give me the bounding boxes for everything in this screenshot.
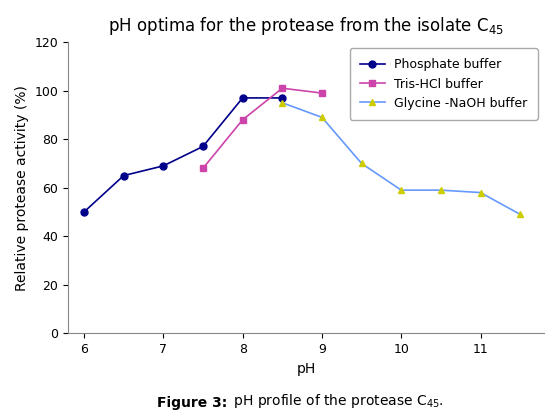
Glycine -NaOH buffer — [319, 115, 325, 120]
Glycine -NaOH buffer — [398, 188, 405, 193]
Phosphate buffer — [239, 95, 246, 100]
Phosphate buffer — [80, 210, 87, 215]
Glycine -NaOH buffer — [279, 100, 286, 105]
Line: Phosphate buffer: Phosphate buffer — [80, 94, 286, 215]
Legend: Phosphate buffer, Tris-HCl buffer, Glycine -NaOH buffer: Phosphate buffer, Tris-HCl buffer, Glyci… — [349, 48, 538, 120]
Phosphate buffer — [120, 173, 127, 178]
Text: Figure 3:: Figure 3: — [157, 396, 227, 410]
Glycine -NaOH buffer — [358, 161, 365, 166]
Tris-HCl buffer — [239, 117, 246, 122]
X-axis label: pH: pH — [296, 362, 316, 375]
Phosphate buffer — [279, 95, 286, 100]
Line: Tris-HCl buffer: Tris-HCl buffer — [200, 85, 325, 172]
Tris-HCl buffer — [279, 86, 286, 91]
Phosphate buffer — [160, 163, 167, 168]
Y-axis label: Relative protease activity (%): Relative protease activity (%) — [15, 85, 29, 291]
Line: Glycine -NaOH buffer: Glycine -NaOH buffer — [279, 99, 524, 218]
Title: pH optima for the protease from the isolate C$_{45}$: pH optima for the protease from the isol… — [108, 15, 504, 37]
Glycine -NaOH buffer — [477, 190, 484, 195]
Glycine -NaOH buffer — [438, 188, 444, 193]
Glycine -NaOH buffer — [517, 212, 524, 217]
Text: pH profile of the protease C$_{45}$.: pH profile of the protease C$_{45}$. — [229, 391, 444, 409]
Tris-HCl buffer — [200, 166, 206, 171]
Tris-HCl buffer — [319, 91, 325, 96]
Phosphate buffer — [200, 144, 206, 149]
